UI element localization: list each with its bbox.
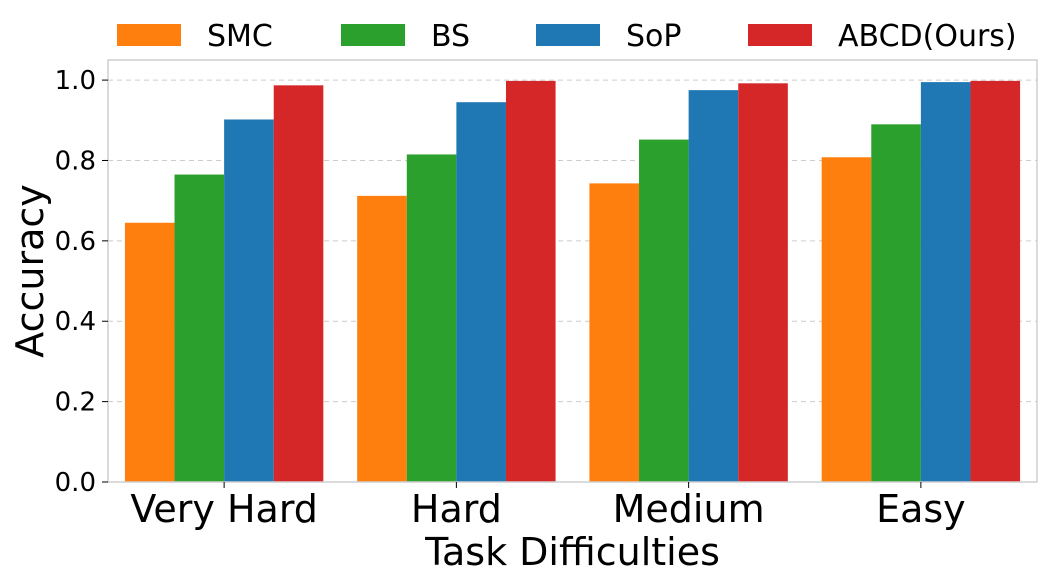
legend-label: ABCD(Ours) [838,19,1017,54]
bar-sop-medium [688,90,739,483]
y-tick-label: 0.2 [55,388,96,418]
y-tick-label: 0.6 [55,227,96,257]
bar-sop-hard [456,102,506,482]
x-tick-label: Very Hard [130,487,318,531]
plot-frame [107,59,1038,483]
bar-smc-medium [589,183,640,482]
legend-swatch [341,24,405,46]
y-tick-label: 0.8 [55,146,96,176]
legend-label: BS [431,19,470,54]
x-tick-label: Hard [411,487,502,531]
y-axis-ticks: 0.0 0.2 0.4 0.6 0.8 1.0 [55,66,108,498]
bars [124,80,1021,483]
bar-smc-easy [821,157,872,482]
x-tick-label: Medium [613,487,765,531]
x-axis-title: Task Difficulties [424,530,720,574]
x-axis-ticks: Very Hard Hard Medium Easy [130,482,966,531]
legend: SMC BS SoP ABCD(Ours) [117,19,1017,54]
bar-sop-very-hard [224,119,274,482]
bar-abcd-ours-medium [738,83,788,482]
y-tick-label: 0.4 [55,307,96,337]
y-axis-title: Accuracy [8,184,52,358]
bar-smc-hard [357,195,407,482]
legend-swatch [748,24,812,46]
bar-sop-easy [920,82,971,482]
bar-abcd-ours-very-hard [273,85,324,482]
y-tick-label: 1.0 [55,66,96,96]
x-tick-label: Easy [876,487,966,531]
bar-abcd-ours-hard [505,80,556,482]
legend-swatch [536,24,600,46]
bar-bs-very-hard [174,174,225,483]
legend-label: SoP [626,19,682,54]
legend-label: SMC [207,19,273,54]
bar-bs-easy [871,124,921,483]
bar-bs-hard [406,154,457,482]
bar-bs-medium [639,139,689,482]
y-tick-label: 0.0 [55,468,96,498]
bar-smc-very-hard [124,222,175,482]
legend-swatch [117,24,181,46]
bar-abcd-ours-easy [970,80,1021,482]
